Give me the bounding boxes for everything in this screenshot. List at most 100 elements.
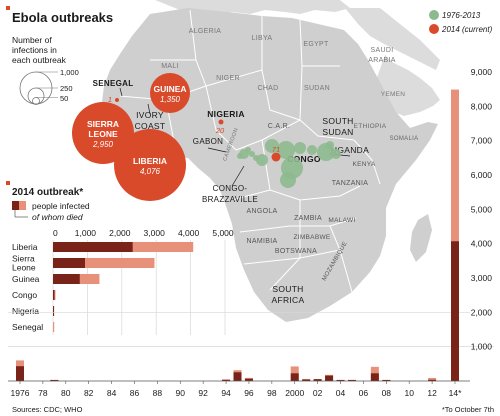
timeline-xtick-11: 98 (267, 388, 277, 398)
timeline-xtick-1: 78 (38, 388, 48, 398)
hbar-infected-5 (53, 322, 55, 332)
bar-panel-title: 2014 outbreak* (12, 187, 83, 198)
map-label-gabon-23: GABON (193, 137, 223, 146)
timeline-died-2001 (302, 379, 311, 381)
sources-note: Sources: CDC; WHO (12, 405, 83, 414)
small-current-value-0: 1 (108, 95, 112, 104)
hbar-tick-5: 5,000 (212, 228, 234, 238)
map-label-sudan-9: SUDAN (304, 85, 330, 92)
past-outbreak-bubble-14 (253, 155, 259, 161)
small-current-bubble-1 (218, 119, 224, 125)
map-label-congo-35: CONGO (287, 154, 321, 164)
timeline-ytick-0: 1,000 (471, 342, 493, 352)
timeline-died-2000 (290, 373, 299, 381)
map-label-kenya-13: KENYA (352, 161, 375, 168)
color-legend-past-label: 1976-2013 (442, 11, 481, 20)
hbar-category-0-0: Liberia (12, 242, 38, 252)
timeline-infected-2012 (428, 377, 437, 381)
hbar-category-3-0: Congo (12, 290, 37, 300)
timeline-xtick-12: 2000 (285, 388, 304, 398)
size-legend-value-250: 250 (60, 84, 73, 93)
timeline-xtick-7: 90 (176, 388, 186, 398)
hbar-category-5-0: Senegal (12, 322, 43, 332)
timeline-ytick-7: 8,000 (471, 101, 493, 111)
map-label-botswana-20: BOTSWANA (275, 248, 317, 255)
color-legend: 1976-2013 2014 (current) (429, 10, 493, 34)
map-label-niger-7: NIGER (216, 75, 240, 82)
current-bubble-value-1: 2,950 (92, 140, 114, 149)
small-current-value-1: 20 (215, 126, 225, 135)
hbar-tick-2: 2,000 (109, 228, 131, 238)
map-label-zambia-16: ZAMBIA (294, 215, 322, 222)
bar-legend-died-label: of whom died (32, 212, 83, 222)
timeline-xtick-2: 80 (61, 388, 71, 398)
map-label-zimbabwe-19: ZIMBABWE (293, 234, 330, 241)
hbar-category-4-0: Nigeria (12, 306, 39, 316)
timeline-died-1996 (244, 378, 253, 381)
map-label-angola-15: ANGOLA (247, 208, 278, 215)
timeline-died-2012 (428, 379, 437, 381)
hbar-category-2-0: Guinea (12, 274, 40, 284)
timeline-died-2007 (370, 373, 379, 381)
small-current-bubble-2 (271, 152, 281, 162)
map-label-senegal-33: SENEGAL (93, 79, 134, 88)
title-marker (6, 6, 10, 10)
timeline-ytick-2: 3,000 (471, 273, 493, 283)
timeline-xtick-0: 1976 (11, 388, 30, 398)
land-madagascar (410, 214, 432, 262)
map-label-nigeria-34: NIGERIA (207, 109, 245, 119)
current-bubble-name-1-1: LEONE (88, 129, 118, 139)
hbar-tick-0: 0 (53, 228, 58, 238)
map-label-ivory-29: IVORY (136, 110, 164, 120)
past-outbreak-bubble-2 (277, 141, 295, 159)
timeline-ytick-8: 9,000 (471, 67, 493, 77)
timeline-xtick-6: 88 (153, 388, 163, 398)
timeline-died-2004 (336, 380, 345, 381)
map-label-arabia-4: ARABIA (368, 57, 396, 64)
map-leader-line-3 (119, 87, 123, 97)
color-legend-current-label: 2014 (current) (441, 25, 493, 34)
hbar-chart: 0 1,000 2,000 3,000 4,000 5,000 Liberia SierraL… (12, 228, 234, 335)
timeline-xtick-15: 06 (359, 388, 369, 398)
map-label-somalia-12: SOMALIA (390, 136, 419, 142)
size-legend-value-50: 50 (60, 94, 68, 103)
timeline-ytick-5: 6,000 (471, 170, 493, 180)
past-outbreak-bubble-12 (249, 151, 255, 157)
timeline-xtick-3: 82 (84, 388, 94, 398)
timeline-died-2008 (382, 380, 391, 381)
hbar-died-4 (53, 306, 54, 316)
map-leader-line-4 (147, 103, 151, 115)
size-legend: Number of infections in each outbreak 1,… (12, 35, 79, 105)
color-legend-current-swatch (429, 24, 439, 34)
map-label-malawi-17: MALAWI (328, 217, 355, 224)
map-label-africa-28: AFRICA (272, 295, 305, 305)
hbar-infected-1 (53, 258, 155, 268)
timeline-died-2002 (313, 379, 322, 381)
map-label-coast-30: COAST (135, 121, 166, 131)
timeline-xtick-19: 14* (449, 388, 462, 398)
small-current-value-2: 71 (272, 145, 280, 154)
hbar-tick-4: 4,000 (178, 228, 200, 238)
hbar-died-2 (53, 274, 80, 284)
land-middle-east (345, 8, 440, 70)
current-bubble-2 (114, 129, 186, 201)
timeline-xtick-4: 84 (107, 388, 117, 398)
size-legend-value-1000: 1,000 (60, 68, 79, 77)
timeline-xtick-13: 02 (313, 388, 323, 398)
current-bubble-name-1-0: SIERRA (87, 119, 119, 129)
past-outbreak-bubble-8 (331, 149, 341, 159)
size-legend-title-2: infections in (12, 45, 57, 55)
past-outbreak-bubble-4 (280, 172, 296, 188)
hbar-category-1-1: Leone (12, 263, 36, 273)
current-bubble-0 (150, 73, 190, 113)
map-leader-line-0 (207, 147, 227, 153)
timeline-ytick-3: 4,000 (471, 239, 493, 249)
current-bubble-value-0: 1,350 (160, 95, 181, 104)
past-outbreak-bubble-0 (265, 139, 279, 153)
hbar-category-1-0: Sierra (12, 254, 35, 264)
past-outbreak-bubble-6 (307, 145, 317, 155)
map-label-saudi-3: SAUDI (371, 47, 394, 54)
map-label-south-27: SOUTH (272, 284, 303, 294)
past-outbreak-bubble-13 (237, 153, 243, 159)
